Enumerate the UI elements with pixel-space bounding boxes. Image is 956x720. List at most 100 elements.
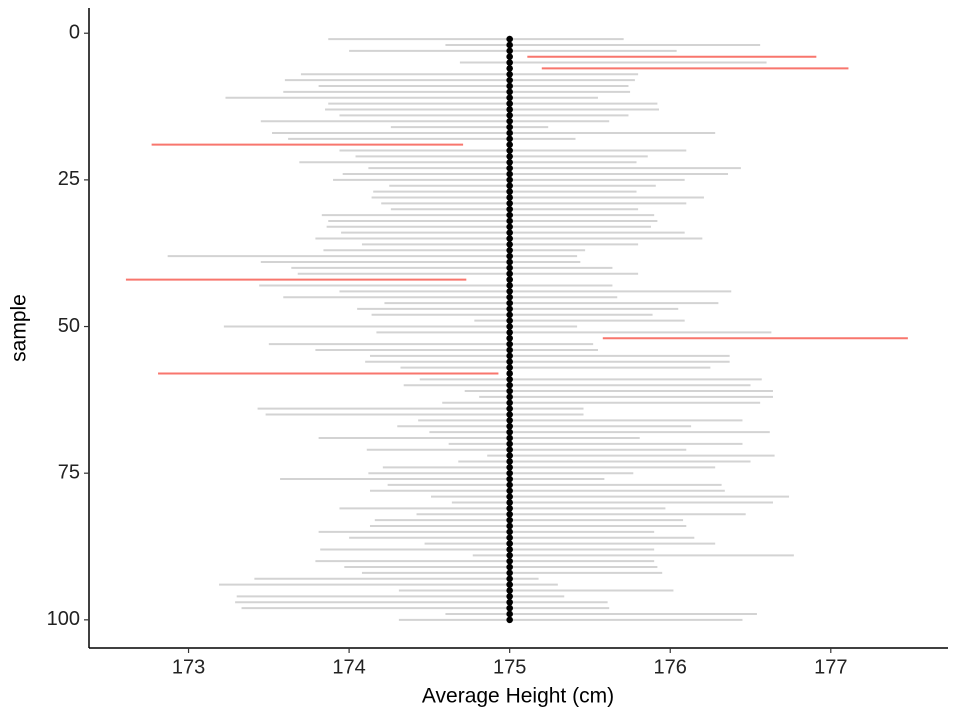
point bbox=[506, 552, 513, 559]
point bbox=[506, 475, 513, 483]
point bbox=[506, 434, 513, 442]
point bbox=[506, 440, 513, 448]
point bbox=[506, 534, 513, 542]
point bbox=[506, 546, 513, 553]
point bbox=[506, 346, 513, 354]
point bbox=[506, 88, 513, 96]
point bbox=[506, 194, 513, 201]
point bbox=[506, 411, 513, 418]
point bbox=[506, 129, 513, 137]
point bbox=[506, 422, 513, 430]
point bbox=[506, 200, 513, 207]
point bbox=[506, 393, 513, 401]
point bbox=[506, 305, 513, 313]
y-axis-label: sample bbox=[8, 294, 31, 362]
point bbox=[506, 446, 513, 454]
point bbox=[506, 176, 513, 184]
point bbox=[506, 182, 513, 190]
point bbox=[506, 569, 513, 577]
point bbox=[506, 264, 513, 272]
point bbox=[506, 123, 513, 131]
point bbox=[506, 464, 513, 471]
point bbox=[506, 158, 513, 166]
point bbox=[506, 376, 513, 383]
point bbox=[506, 364, 513, 371]
x-tick-label: 174 bbox=[332, 656, 365, 678]
point bbox=[506, 188, 513, 195]
point bbox=[506, 370, 513, 377]
point bbox=[506, 458, 513, 465]
point bbox=[506, 469, 513, 477]
point bbox=[506, 252, 513, 260]
point bbox=[506, 358, 513, 366]
point bbox=[506, 112, 513, 119]
x-tick-label: 175 bbox=[493, 656, 526, 678]
point bbox=[506, 246, 513, 254]
point bbox=[506, 276, 513, 283]
point bbox=[506, 35, 513, 43]
point bbox=[506, 563, 513, 571]
point bbox=[506, 610, 513, 618]
point bbox=[506, 223, 513, 231]
point bbox=[506, 106, 513, 113]
point bbox=[506, 417, 513, 424]
point bbox=[506, 587, 513, 594]
point bbox=[506, 164, 513, 172]
point bbox=[506, 241, 513, 248]
point bbox=[506, 381, 513, 389]
point bbox=[506, 100, 513, 107]
x-tick-label: 173 bbox=[172, 656, 205, 678]
point bbox=[506, 505, 513, 512]
point bbox=[506, 170, 513, 178]
y-tick-label: 50 bbox=[58, 315, 80, 337]
point bbox=[506, 540, 513, 547]
point bbox=[506, 493, 513, 500]
point bbox=[506, 293, 513, 301]
point bbox=[506, 499, 513, 506]
point bbox=[506, 53, 513, 60]
point bbox=[506, 217, 513, 225]
point bbox=[506, 516, 513, 524]
y-tick-label: 100 bbox=[47, 608, 80, 630]
point bbox=[506, 117, 513, 125]
point bbox=[506, 317, 513, 324]
point bbox=[506, 82, 513, 90]
point bbox=[506, 135, 513, 143]
point bbox=[506, 604, 513, 612]
point bbox=[506, 528, 513, 536]
point bbox=[506, 270, 513, 278]
point bbox=[506, 311, 513, 319]
point bbox=[506, 581, 513, 588]
x-tick-label: 176 bbox=[654, 656, 687, 678]
point bbox=[506, 258, 513, 266]
point bbox=[506, 329, 513, 336]
point bbox=[506, 229, 513, 236]
y-tick-label: 75 bbox=[58, 461, 80, 483]
point bbox=[506, 235, 513, 242]
point bbox=[506, 299, 513, 307]
point bbox=[506, 399, 513, 407]
point bbox=[506, 481, 513, 489]
point bbox=[506, 41, 513, 49]
point bbox=[506, 557, 513, 565]
x-tick-label: 177 bbox=[814, 656, 847, 678]
point bbox=[506, 47, 513, 55]
point bbox=[506, 147, 513, 154]
y-tick-label: 25 bbox=[58, 168, 80, 190]
point bbox=[506, 288, 513, 295]
point bbox=[506, 94, 513, 102]
point bbox=[506, 616, 513, 624]
point bbox=[506, 452, 513, 459]
point bbox=[506, 76, 513, 84]
point bbox=[506, 352, 513, 360]
point bbox=[506, 70, 513, 78]
point bbox=[506, 510, 513, 518]
point bbox=[506, 153, 513, 160]
point bbox=[506, 334, 513, 342]
point bbox=[506, 387, 513, 395]
point bbox=[506, 141, 513, 148]
point bbox=[506, 428, 513, 436]
point bbox=[506, 205, 513, 213]
point bbox=[506, 575, 513, 583]
